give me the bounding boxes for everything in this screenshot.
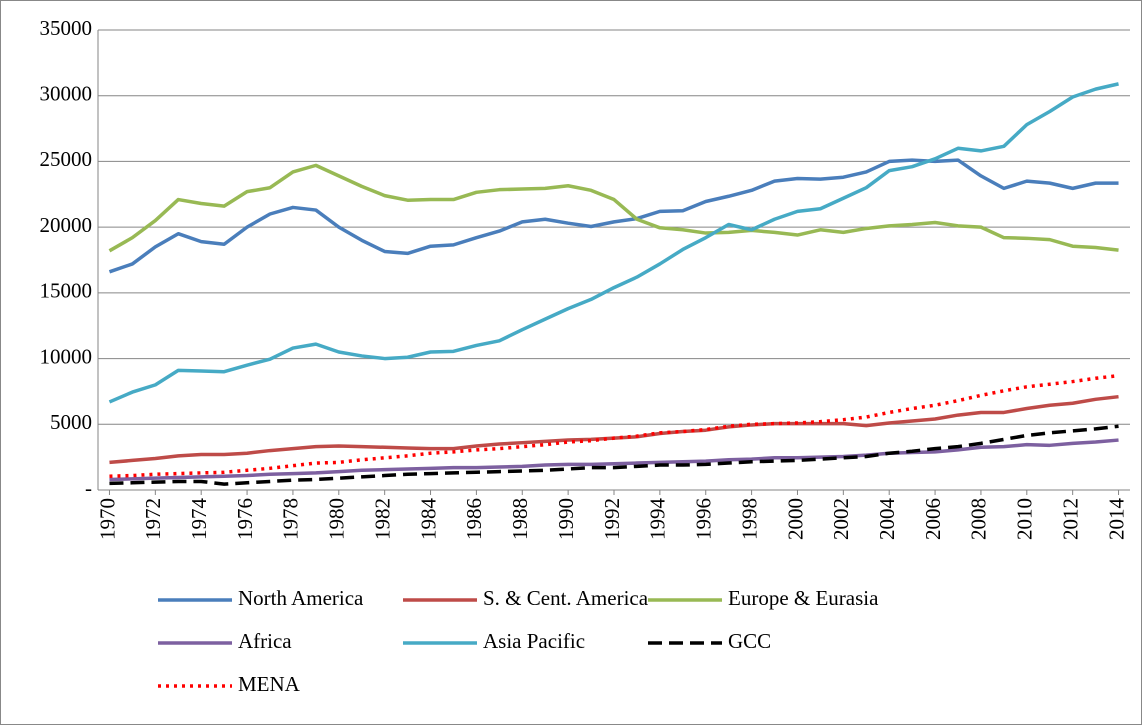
series-line	[109, 373, 1119, 478]
series-line	[108, 158, 1119, 274]
x-tick-label: 1978	[279, 498, 303, 540]
series-line	[109, 438, 1119, 482]
y-tick-label: -	[85, 476, 92, 500]
x-tick-label: 2002	[829, 498, 853, 540]
x-tick-label: 1996	[692, 498, 716, 540]
series-line	[109, 424, 1119, 486]
x-tick-label: 2006	[921, 498, 945, 540]
x-tick-label: 1988	[508, 498, 532, 540]
x-tick-label: 1984	[416, 498, 440, 541]
x-tick-label: 2010	[1013, 498, 1037, 540]
legend-label: Europe & Eurasia	[728, 586, 879, 610]
y-tick-label: 20000	[40, 213, 93, 237]
x-tick-label: 1972	[141, 498, 165, 540]
x-tick-label: 1992	[600, 498, 624, 540]
x-tick-label: 1976	[233, 498, 257, 540]
y-tick-label: 15000	[40, 279, 93, 303]
x-tick-label: 1994	[646, 498, 670, 541]
x-tick-label: 2004	[875, 498, 899, 541]
x-tick-label: 1974	[187, 498, 211, 541]
series-line	[108, 82, 1119, 404]
legend-label: North America	[238, 586, 364, 610]
series-line	[108, 163, 1119, 253]
legend-label: Asia Pacific	[483, 629, 585, 653]
y-tick-label: 10000	[40, 344, 93, 368]
x-tick-label: 2012	[1058, 498, 1082, 540]
legend-label: Africa	[238, 629, 292, 653]
y-tick-label: 5000	[50, 410, 92, 434]
x-tick-label: 1998	[737, 498, 761, 540]
x-tick-label: 1990	[554, 498, 578, 540]
x-tick-label: 2008	[967, 498, 991, 540]
y-tick-label: 35000	[40, 16, 93, 40]
x-tick-label: 1986	[462, 498, 486, 540]
x-tick-label: 1970	[95, 498, 119, 540]
legend-label: MENA	[238, 672, 301, 696]
x-tick-label: 1980	[325, 498, 349, 540]
legend-label: S. & Cent. America	[483, 586, 649, 610]
x-tick-label: 2000	[783, 498, 807, 540]
legend-label: GCC	[728, 629, 771, 653]
x-tick-label: 2014	[1104, 498, 1128, 541]
y-tick-label: 25000	[40, 147, 93, 171]
x-tick-label: 1982	[370, 498, 394, 540]
y-tick-label: 30000	[40, 82, 93, 106]
